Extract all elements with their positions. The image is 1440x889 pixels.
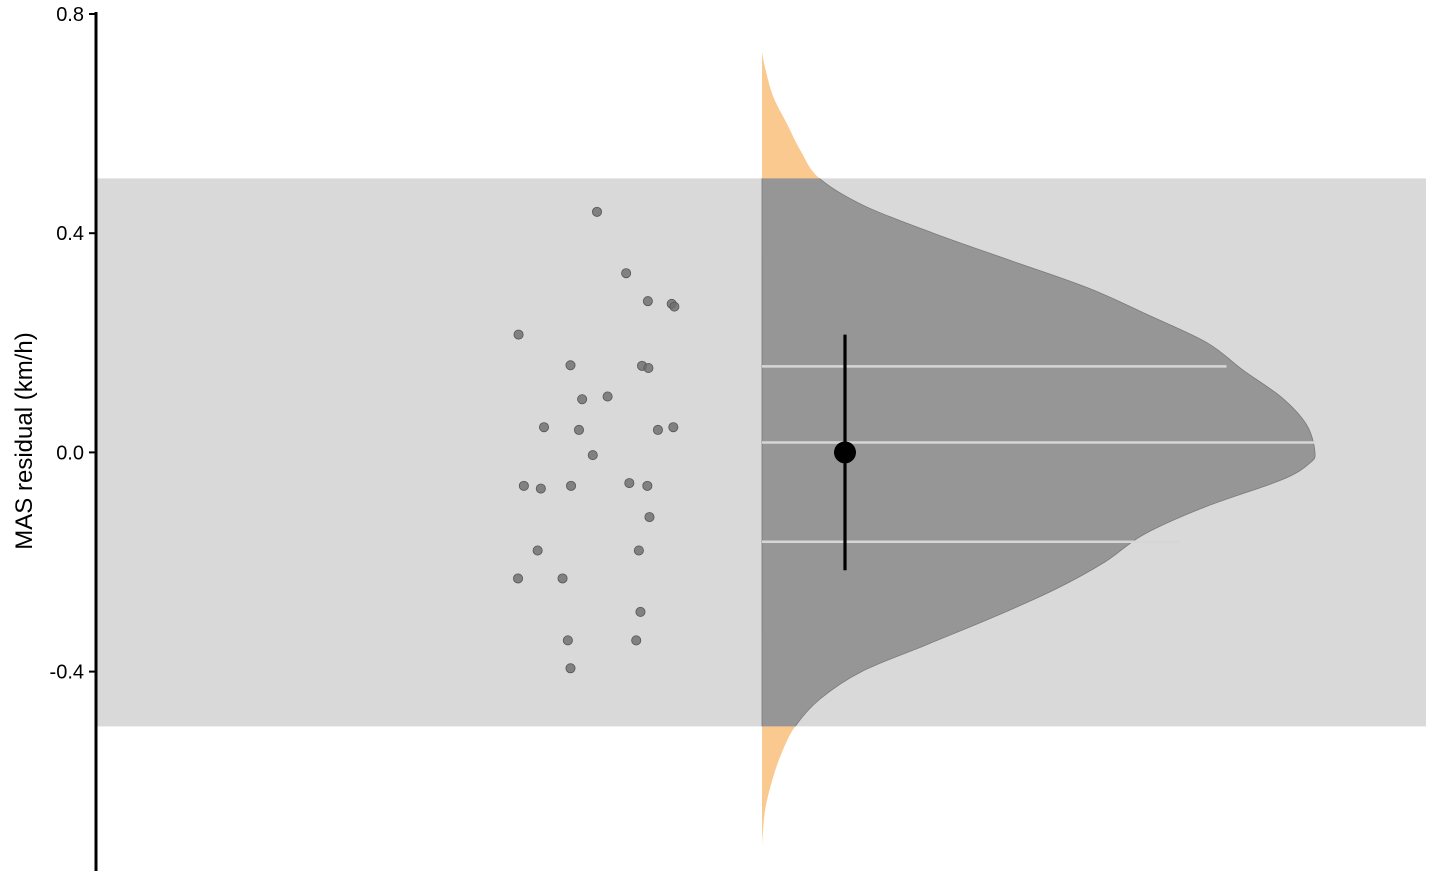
data-point-30	[565, 663, 576, 674]
data-point-17	[518, 480, 529, 491]
density-main-fill	[761, 178, 1316, 727]
y-tick-label: 0.0	[56, 442, 84, 464]
mean-point	[834, 441, 856, 464]
data-point-1	[592, 206, 603, 217]
data-point-27	[635, 606, 646, 617]
quantile-lines	[762, 365, 1315, 543]
data-point-12	[539, 422, 550, 433]
data-point-15	[668, 422, 679, 433]
data-point-14	[652, 424, 663, 435]
mean-interval	[834, 334, 856, 571]
data-point-19	[566, 480, 577, 491]
data-point-28	[562, 635, 573, 646]
data-point-11	[577, 394, 588, 405]
data-point-25	[513, 573, 524, 584]
y-tick-label: 0.4	[56, 223, 84, 245]
data-point-10	[602, 391, 613, 402]
data-point-26	[557, 573, 568, 584]
data-point-21	[642, 480, 653, 491]
data-point-5	[669, 301, 680, 312]
raw-data-points	[513, 206, 680, 674]
data-point-13	[573, 424, 584, 435]
data-point-7	[565, 360, 576, 371]
density-half-violin	[761, 52, 1316, 847]
data-point-24	[633, 545, 644, 556]
y-tick-label: 0.8	[56, 4, 84, 26]
data-point-29	[631, 635, 642, 646]
data-point-9	[643, 363, 654, 374]
data-point-2	[621, 268, 632, 279]
data-point-6	[513, 329, 524, 340]
y-tick-label: -0.4	[50, 662, 84, 684]
data-point-23	[532, 545, 543, 556]
data-point-16	[587, 450, 598, 461]
data-point-3	[642, 296, 653, 307]
y-axis-title: MAS residual (km/h)	[11, 332, 38, 549]
data-point-18	[535, 483, 546, 494]
data-point-22	[644, 512, 655, 523]
data-point-20	[624, 478, 635, 489]
y-axis: 0.8 0.4 0.0 -0.4	[50, 4, 98, 871]
